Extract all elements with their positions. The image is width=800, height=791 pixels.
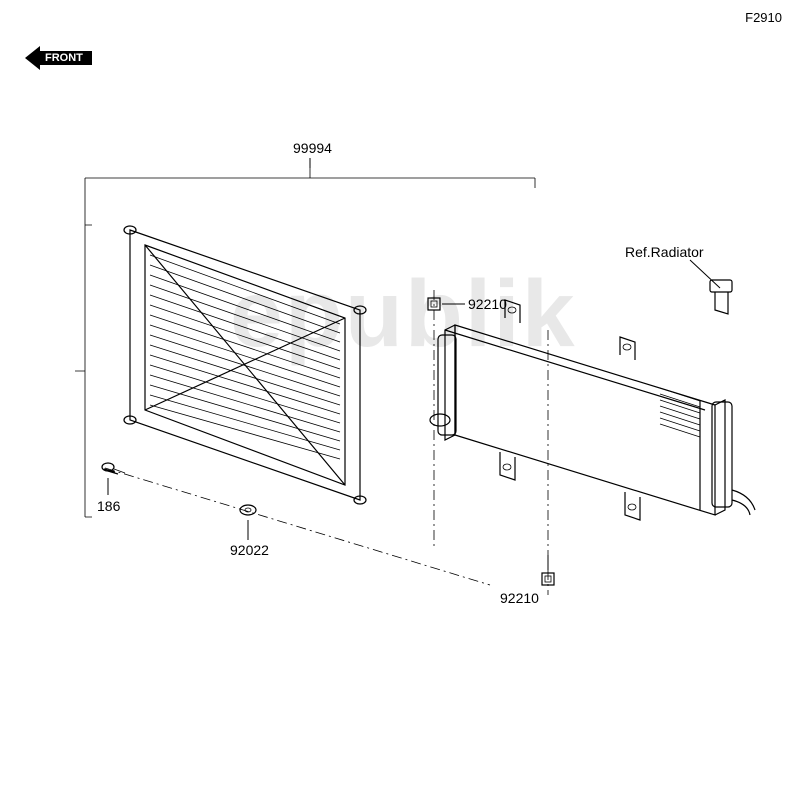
callout-kit: 99994	[293, 140, 332, 156]
radiator	[430, 280, 755, 520]
radiator-screen	[124, 226, 366, 504]
callout-nut-lower: 92210	[500, 590, 539, 606]
callout-nut-upper: 92210	[468, 296, 507, 312]
callout-washer: 92022	[230, 542, 269, 558]
parts-diagram	[0, 0, 800, 791]
ref-radiator-label: Ref.Radiator	[625, 244, 704, 260]
callout-bolt: 186	[97, 498, 120, 514]
